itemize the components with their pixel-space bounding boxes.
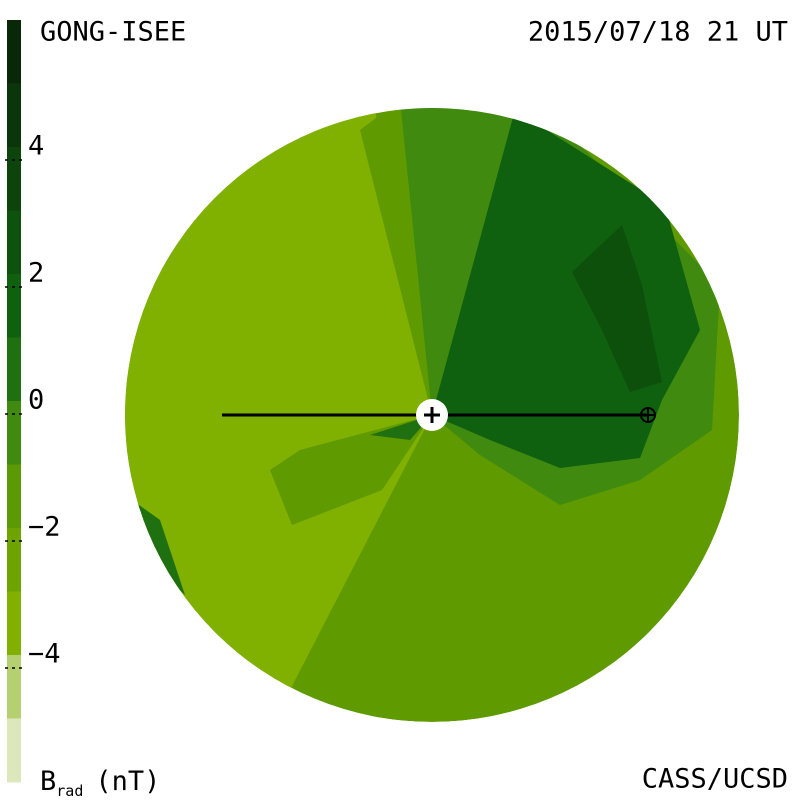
region-strip <box>360 108 432 415</box>
region-lobe <box>270 415 432 525</box>
colorbar: 4 2 0 −2 −4 <box>5 20 61 783</box>
colorbar-band <box>7 337 21 402</box>
colorbar-band <box>7 210 21 275</box>
colorbar-band <box>7 147 21 211</box>
title: GONG-ISEE <box>40 17 186 48</box>
colorbar-band <box>7 20 21 84</box>
region-darker <box>572 225 662 392</box>
colorbar-band <box>7 83 21 148</box>
colorbar-band <box>7 274 21 338</box>
colorbar-tick-label: −2 <box>28 512 61 543</box>
subtitle: 2015/07/18 21 UT <box>528 17 788 48</box>
label-subscript: rad <box>56 782 83 800</box>
colorbar-band <box>7 464 21 529</box>
colorbar-tick-label: 4 <box>28 131 44 162</box>
colorbar-tick-label: 0 <box>28 385 44 416</box>
region-spot <box>370 415 432 440</box>
colorbar-tick-label: −4 <box>28 639 61 670</box>
disk-map <box>125 108 739 722</box>
colorbar-band <box>7 401 21 465</box>
colorbar-label: Brad (nT) <box>40 766 160 800</box>
sun-cross <box>424 407 440 423</box>
colorbar-band <box>7 528 21 592</box>
label-symbol: B <box>40 766 56 797</box>
colorbar-band <box>7 591 21 656</box>
colorbar-band <box>7 718 21 783</box>
colorbar-band <box>7 655 21 719</box>
credit: CASS/UCSD <box>642 764 788 795</box>
label-unit: (nT) <box>95 766 160 797</box>
earth-cross <box>641 408 655 422</box>
colorbar-tick-label: 2 <box>28 258 44 289</box>
